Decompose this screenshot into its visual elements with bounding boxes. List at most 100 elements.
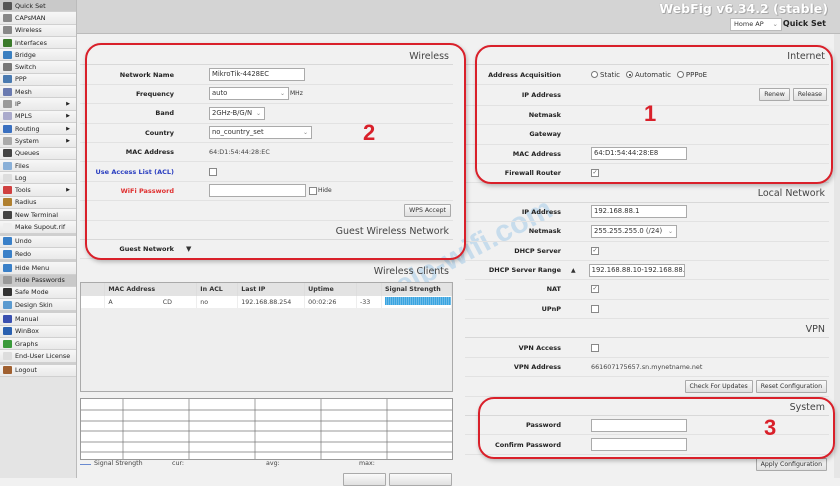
- sidebar-item-mpls[interactable]: MPLS ▶: [0, 110, 76, 123]
- submenu-arrow-icon: ▶: [66, 113, 70, 120]
- nat-checkbox[interactable]: ✓: [591, 285, 599, 294]
- vpn-access-checkbox[interactable]: [591, 343, 599, 352]
- quick-set-icon: [3, 1, 12, 10]
- radio-static[interactable]: Static: [591, 71, 620, 79]
- sidebar-item-winbox[interactable]: WinBox: [0, 325, 76, 339]
- wifi-password-input[interactable]: [209, 184, 306, 198]
- sidebar-item-label: Switch: [15, 63, 37, 72]
- country-select[interactable]: no_country_set ⌄: [209, 126, 312, 140]
- table-row[interactable]: A CD no 192.168.88.254 00:02:26 -33: [81, 296, 452, 308]
- sidebar-item-tools[interactable]: Tools ▶: [0, 184, 76, 197]
- band-select[interactable]: 2GHz-B/G/N ⌄: [209, 106, 265, 120]
- sidebar-item-label: WinBox: [15, 327, 39, 336]
- frequency-unit: MHz: [290, 90, 303, 98]
- sidebar-item-label: Queues: [15, 149, 40, 158]
- sidebar-item-undo[interactable]: Undo: [0, 235, 76, 248]
- firewall-checkbox[interactable]: ✓: [591, 169, 599, 178]
- dhcp-server-checkbox[interactable]: ✓: [591, 246, 599, 255]
- sidebar-item-logout[interactable]: Logout: [0, 364, 76, 377]
- sidebar-item-label: PPP: [15, 75, 27, 84]
- graph-button-2[interactable]: [389, 473, 452, 486]
- vpn-access-label: VPN Access: [518, 343, 561, 352]
- expand-arrow-icon[interactable]: ▼: [186, 245, 192, 254]
- collapse-arrow-icon[interactable]: ▲: [571, 266, 576, 274]
- sidebar-item-bridge[interactable]: Bridge: [0, 49, 76, 62]
- upnp-checkbox[interactable]: [591, 304, 599, 313]
- sidebar-item-ip[interactable]: IP ▶: [0, 98, 76, 111]
- internet-title: Internet: [465, 46, 829, 66]
- password-input[interactable]: [591, 418, 687, 432]
- sidebar-item-label: Tools: [15, 186, 31, 195]
- sidebar-item-wireless[interactable]: Wireless: [0, 24, 76, 37]
- sidebar-item-graphs[interactable]: Graphs: [0, 338, 76, 351]
- sidebar-item-new-terminal[interactable]: New Terminal: [0, 209, 76, 222]
- radio-pppoe[interactable]: PPPoE: [676, 71, 707, 79]
- guest-network-label: Guest Network: [119, 245, 174, 254]
- routing-icon: [3, 124, 12, 133]
- switch-icon: [3, 63, 12, 72]
- sidebar-item-redo[interactable]: Redo: [0, 247, 76, 261]
- sidebar-item-label: Redo: [15, 249, 32, 258]
- col-mac[interactable]: MAC Address: [104, 283, 198, 296]
- confirm-password-input[interactable]: [591, 438, 687, 452]
- internet-mac-input[interactable]: 64:D1:54:44:28:E8: [591, 147, 687, 161]
- winbox-icon: [3, 327, 12, 336]
- sidebar-item-design-skin[interactable]: Design Skin: [0, 299, 76, 312]
- reset-configuration-button[interactable]: Reset Configuration: [755, 379, 827, 393]
- sidebar-item-mesh[interactable]: Mesh: [0, 86, 76, 99]
- sidebar-item-hide-passwords[interactable]: Hide Passwords: [0, 274, 76, 287]
- sidebar-item-interfaces[interactable]: Interfaces: [0, 36, 76, 50]
- network-name-input[interactable]: MikroTik-4428EC: [209, 68, 305, 82]
- sidebar-item-queues[interactable]: Queues: [0, 147, 76, 160]
- sidebar-item-radius[interactable]: Radius: [0, 196, 76, 210]
- legend-series: Signal Strength: [94, 460, 143, 467]
- annotation-1: 1: [644, 101, 657, 126]
- acl-checkbox[interactable]: [209, 167, 217, 176]
- sidebar-item-files[interactable]: Files: [0, 159, 76, 173]
- sidebar-item-ppp[interactable]: PPP: [0, 73, 76, 87]
- renew-button[interactable]: Renew: [759, 88, 790, 102]
- sidebar-divider: [0, 260, 76, 263]
- dhcp-server-label: DHCP Server: [514, 246, 561, 255]
- col-signal-strength[interactable]: Signal Strength: [381, 283, 452, 296]
- local-network-title: Local Network: [465, 183, 829, 203]
- client-in-acl: no: [196, 296, 239, 308]
- sidebar-item-hide-menu[interactable]: Hide Menu: [0, 262, 76, 275]
- sidebar-item-label: MPLS: [15, 112, 32, 121]
- sidebar-item-log[interactable]: Log: [0, 172, 76, 185]
- system-title: System: [465, 397, 829, 417]
- sidebar-item-system[interactable]: System ▶: [0, 135, 76, 148]
- sidebar-item-safe-mode[interactable]: Safe Mode: [0, 286, 76, 300]
- col-last-ip[interactable]: Last IP: [237, 283, 306, 296]
- radio-automatic[interactable]: Automatic: [626, 71, 671, 79]
- col-uptime[interactable]: Uptime: [304, 283, 358, 296]
- apply-configuration-button[interactable]: Apply Configuration: [755, 458, 827, 471]
- wps-accept-button[interactable]: WPS Accept: [404, 203, 451, 217]
- client-signal-bar: [381, 296, 452, 308]
- release-button[interactable]: Release: [792, 88, 827, 102]
- col-in-acl[interactable]: In ACL: [196, 283, 239, 296]
- sidebar-item-manual[interactable]: Manual: [0, 313, 76, 326]
- sidebar-item-make-supout-rif[interactable]: Make Supout.rif: [0, 221, 76, 234]
- internet-mac-label: MAC Address: [512, 149, 561, 158]
- mode-select[interactable]: Home AP ⌄: [730, 18, 782, 31]
- scrollbar[interactable]: [834, 34, 840, 478]
- check-updates-button[interactable]: Check For Updates: [684, 379, 753, 393]
- sidebar-item-end-user-license[interactable]: End-User License: [0, 350, 76, 363]
- col-signal-value[interactable]: [356, 283, 382, 296]
- frequency-select[interactable]: auto ⌄: [209, 87, 289, 101]
- sidebar-item-quick-set[interactable]: Quick Set: [0, 0, 76, 13]
- sidebar-item-routing[interactable]: Routing ▶: [0, 122, 76, 136]
- dhcp-range-input[interactable]: 192.168.88.10-192.168.88.2: [588, 263, 685, 277]
- acl-label[interactable]: Use Access List (ACL): [95, 167, 174, 176]
- tools-icon: [3, 186, 12, 195]
- graph-button-1[interactable]: [343, 473, 386, 486]
- wireless-clients-title: Wireless Clients: [373, 266, 449, 278]
- hide-password-checkbox[interactable]: [309, 186, 317, 195]
- sidebar-item-label: Mesh: [15, 87, 32, 96]
- sidebar-item-capsman[interactable]: CAPsMAN: [0, 12, 76, 25]
- sidebar-divider: [0, 233, 76, 236]
- local-netmask-select[interactable]: 255.255.255.0 (/24) ⌄: [591, 224, 677, 238]
- sidebar-item-switch[interactable]: Switch: [0, 61, 76, 74]
- local-ip-input[interactable]: 192.168.88.1: [591, 205, 687, 219]
